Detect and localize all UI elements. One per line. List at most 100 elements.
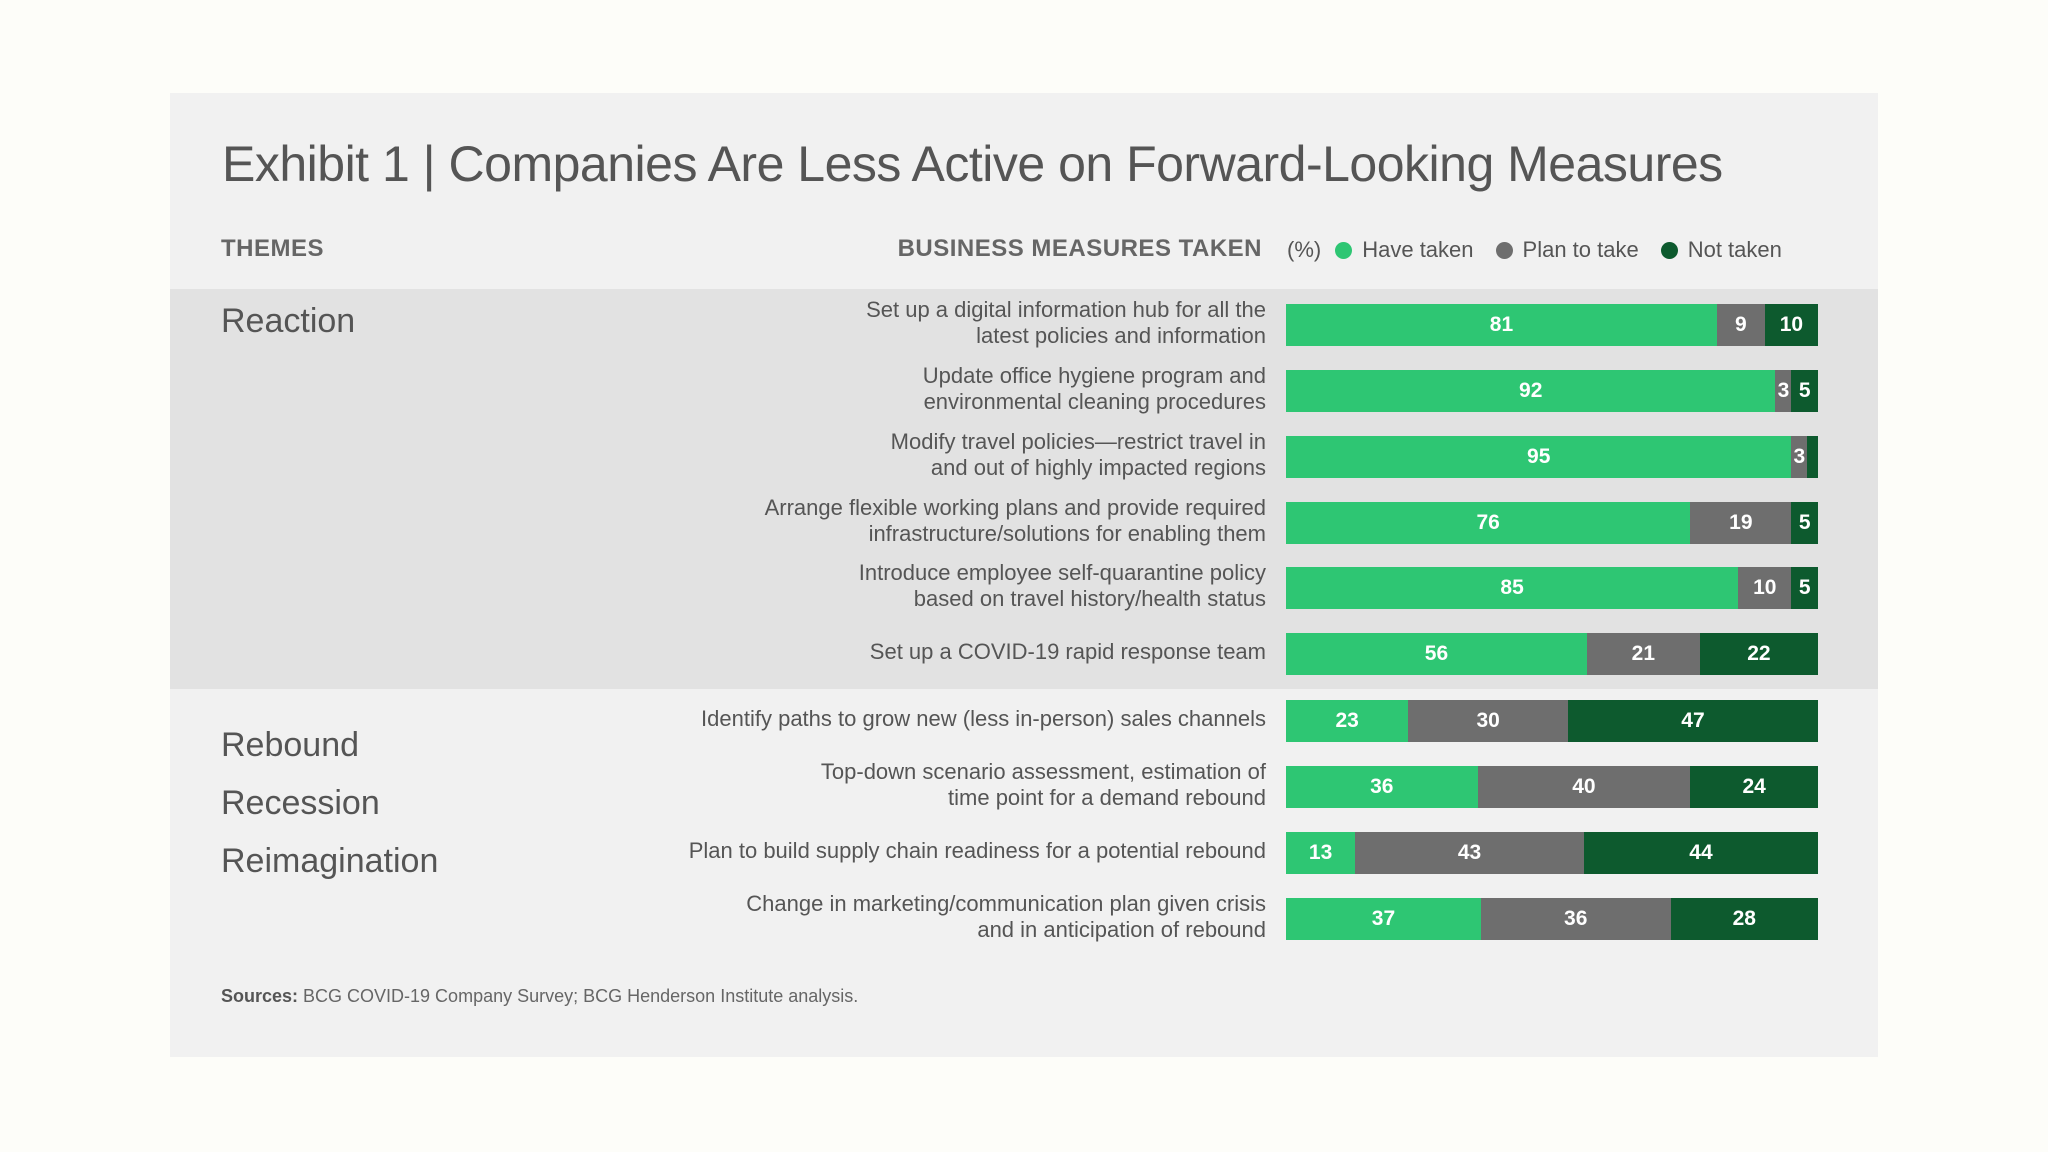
bar-segment-have-taken: 36	[1286, 766, 1478, 808]
bar-segment-have-taken: 95	[1286, 436, 1792, 478]
bar-segment-not-taken: 10	[1764, 304, 1818, 346]
data-label: 43	[1457, 841, 1482, 864]
measure-label-line: and in anticipation of rebound	[977, 917, 1266, 942]
exhibit-card: Exhibit 1 | Companies Are Less Active on…	[170, 93, 1878, 1057]
bar-segment-have-taken: 81	[1286, 304, 1717, 346]
bar-segment-plan-to-take: 40	[1477, 766, 1691, 808]
bar-segment-not-taken: 5	[1791, 370, 1818, 412]
stacked-bar: 36 40 24	[1286, 766, 1818, 808]
data-label: 3	[1777, 379, 1790, 402]
measure-label-line: Set up a digital information hub for all…	[866, 297, 1266, 322]
stacked-bar: 56 21 22	[1286, 633, 1818, 675]
stacked-bar: 76 19 5	[1286, 502, 1818, 544]
theme-reimagination: Reimagination	[221, 842, 439, 880]
measure-label-line: based on travel history/health status	[913, 586, 1266, 611]
measure-label-line: Set up a COVID-19 rapid response team	[869, 639, 1266, 664]
data-label: 47	[1681, 709, 1705, 732]
data-label: 36	[1370, 775, 1394, 798]
bar-segment-have-taken: 85	[1286, 567, 1739, 609]
data-label: 30	[1476, 709, 1500, 732]
bar-segment-not-taken: 44	[1583, 832, 1818, 874]
data-label: 9	[1735, 313, 1747, 336]
measure-label-line: Arrange flexible working plans and provi…	[764, 495, 1266, 520]
data-label: 85	[1500, 576, 1524, 599]
measure-label: Set up a COVID-19 rapid response team	[566, 639, 1266, 665]
legend-item-plan-to-take: Plan to take	[1495, 237, 1639, 263]
measure-label-line: Identify paths to grow new (less in-pers…	[701, 706, 1266, 731]
legend-item-not-taken: Not taken	[1660, 237, 1782, 263]
theme-reaction: Reaction	[221, 302, 356, 340]
bar-segment-have-taken: 92	[1286, 370, 1776, 412]
measure-label: Set up a digital information hub for all…	[566, 297, 1266, 349]
data-label: 10	[1779, 313, 1804, 336]
data-label: 19	[1729, 511, 1753, 534]
themes-header: THEMES	[221, 235, 325, 262]
data-label: 3	[1793, 445, 1806, 468]
measure-label: Update office hygiene program and environ…	[566, 363, 1266, 415]
measure-label: Modify travel policies—restrict travel i…	[566, 429, 1266, 481]
bar-segment-plan-to-take: 9	[1716, 304, 1765, 346]
bar-segment-plan-to-take: 21	[1586, 633, 1700, 675]
legend-label: Have taken	[1362, 237, 1474, 262]
bar-segment-have-taken: 56	[1286, 633, 1587, 675]
bar-segment-plan-to-take: 36	[1480, 898, 1671, 940]
measure-label-line: Introduce employee self-quarantine polic…	[858, 560, 1266, 585]
reaction-band	[170, 289, 1878, 689]
bar-segment-have-taken: 37	[1286, 898, 1481, 940]
bar-segment-not-taken: 47	[1567, 700, 1818, 742]
data-label: 56	[1424, 642, 1449, 665]
gray-dot-icon	[1495, 241, 1513, 259]
bar-segment-not-taken: 28	[1670, 898, 1818, 940]
measure-label-line: Plan to build supply chain readiness for…	[688, 838, 1266, 863]
bar-segment-not-taken: 5	[1791, 567, 1818, 609]
data-label: 22	[1747, 642, 1771, 665]
legend-unit: (%)	[1287, 237, 1322, 262]
legend-label: Plan to take	[1522, 237, 1639, 262]
legend: (%) Have taken Plan to take Not taken	[1287, 237, 1804, 263]
bar-segment-not-taken: 5	[1791, 502, 1818, 544]
data-label: 5	[1798, 576, 1811, 599]
stacked-bar: 81 9 10	[1286, 304, 1818, 346]
measure-label-line: Change in marketing/communication plan g…	[746, 891, 1266, 916]
measure-label-line: latest policies and information	[976, 323, 1266, 348]
bar-segment-not-taken	[1807, 436, 1818, 478]
theme-rebound: Rebound	[221, 726, 360, 764]
bar-segment-not-taken: 24	[1690, 766, 1818, 808]
bar-segment-plan-to-take: 30	[1408, 700, 1568, 742]
bar-segment-plan-to-take: 19	[1690, 502, 1792, 544]
measure-label: Top-down scenario assessment, estimation…	[566, 759, 1266, 811]
data-label: 5	[1798, 511, 1811, 534]
data-label: 37	[1371, 907, 1396, 930]
sources-text: BCG COVID-19 Company Survey; BCG Henders…	[298, 986, 859, 1006]
stacked-bar: 92 3 5	[1286, 370, 1818, 412]
dark-green-dot-icon	[1660, 241, 1678, 259]
measure-label-line: Update office hygiene program and	[922, 363, 1266, 388]
data-label: 44	[1689, 841, 1713, 864]
bar-segment-have-taken: 76	[1286, 502, 1691, 544]
measure-label-line: environmental cleaning procedures	[923, 389, 1266, 414]
measure-label: Arrange flexible working plans and provi…	[566, 495, 1266, 547]
stacked-bar: 95 3	[1286, 436, 1818, 478]
data-label: 13	[1308, 841, 1333, 864]
sources-note: Sources: BCG COVID-19 Company Survey; BC…	[221, 986, 858, 1007]
data-label: 36	[1564, 907, 1588, 930]
bar-segment-plan-to-take: 3	[1791, 436, 1808, 478]
measure-label-line: Top-down scenario assessment, estimation…	[820, 759, 1266, 784]
data-label: 21	[1631, 642, 1656, 665]
sources-label: Sources:	[221, 986, 299, 1006]
bar-segment-plan-to-take: 3	[1775, 370, 1792, 412]
bar-segment-plan-to-take: 10	[1738, 567, 1792, 609]
data-label: 40	[1572, 775, 1596, 798]
bar-segment-have-taken: 23	[1286, 700, 1409, 742]
legend-item-have-taken: Have taken	[1335, 237, 1474, 263]
bar-segment-plan-to-take: 43	[1355, 832, 1584, 874]
legend-label: Not taken	[1687, 237, 1782, 262]
data-label: 92	[1519, 379, 1543, 402]
stacked-bar: 37 36 28	[1286, 898, 1818, 940]
green-dot-icon	[1335, 241, 1353, 259]
measure-label: Change in marketing/communication plan g…	[566, 891, 1266, 943]
data-label: 76	[1476, 511, 1500, 534]
measure-label: Introduce employee self-quarantine polic…	[566, 560, 1266, 612]
data-label: 23	[1335, 709, 1359, 732]
bar-segment-have-taken: 13	[1286, 832, 1356, 874]
